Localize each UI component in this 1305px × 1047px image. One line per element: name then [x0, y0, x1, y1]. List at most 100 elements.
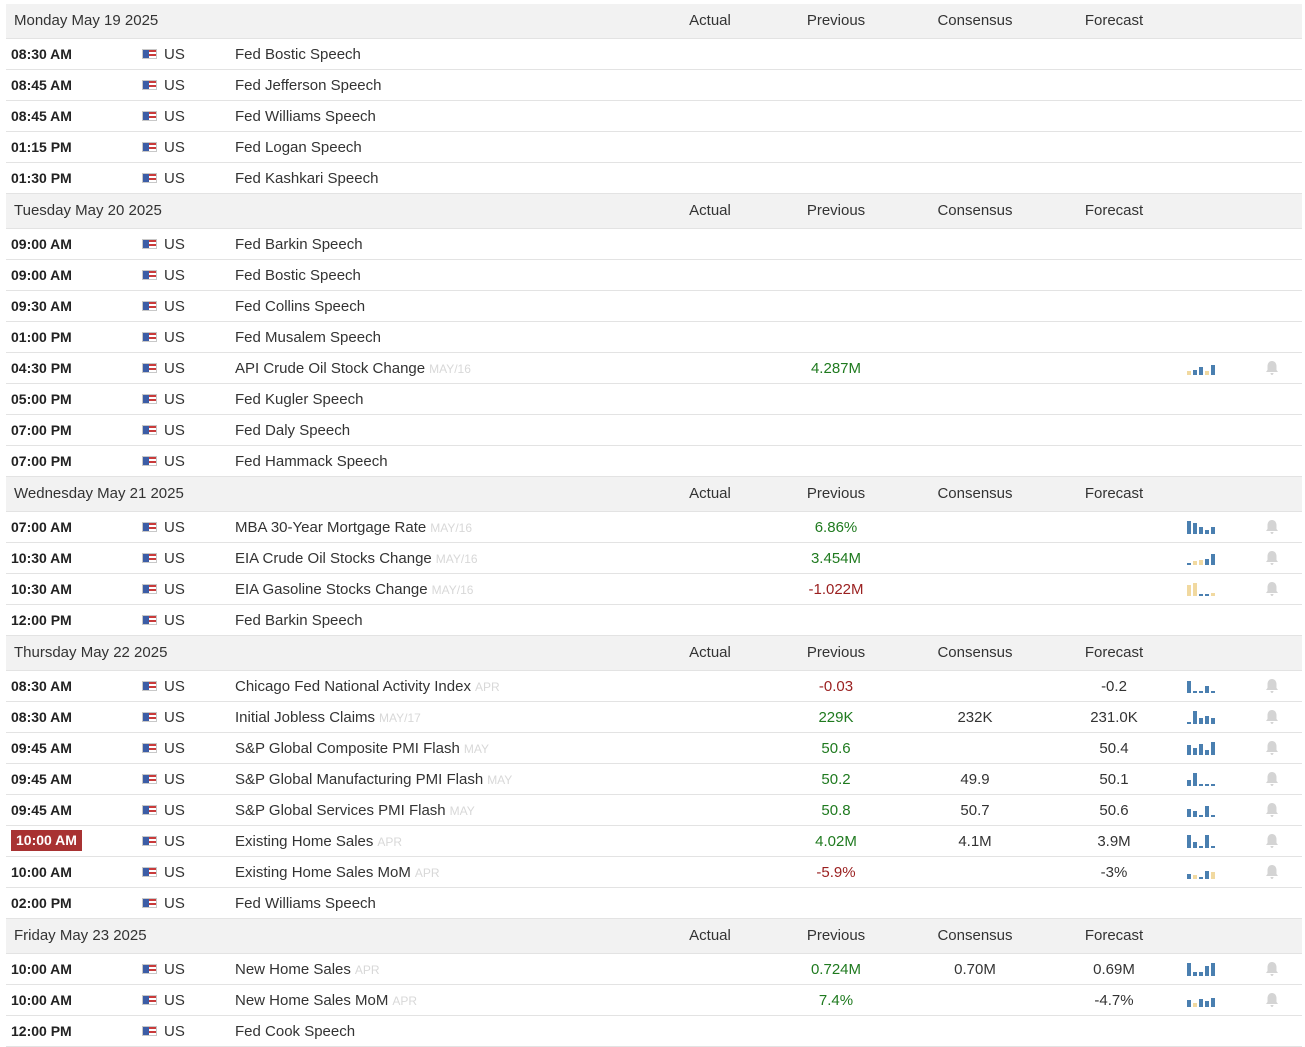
event-name[interactable]: Fed Barkin Speech: [235, 236, 363, 253]
bell-alert-icon[interactable]: [1264, 359, 1280, 377]
event-name-link[interactable]: Chicago Fed National Activity Index APR: [235, 678, 500, 695]
sparkline-chart[interactable]: [1186, 360, 1218, 376]
bell-alert-icon[interactable]: [1264, 770, 1280, 788]
event-row[interactable]: 12:00 PM US Fed Barkin Speech: [6, 605, 1302, 636]
event-row[interactable]: 05:00 PM US Fed Kugler Speech: [6, 384, 1302, 415]
event-name-link[interactable]: Fed Bostic Speech: [235, 46, 361, 63]
bell-alert-icon[interactable]: [1264, 991, 1280, 1009]
bell-alert-icon[interactable]: [1264, 677, 1280, 695]
event-name-link[interactable]: EIA Gasoline Stocks Change MAY/16: [235, 581, 473, 598]
event-row[interactable]: 10:00 AM US Existing Home Sales APR 4.02M 4.1…: [6, 826, 1302, 857]
event-row[interactable]: 09:00 AM US Fed Barkin Speech: [6, 229, 1302, 260]
event-row[interactable]: 10:30 AM US EIA Crude Oil Stocks Change MAY…: [6, 543, 1302, 574]
event-row[interactable]: 08:30 AM US Fed Bostic Speech: [6, 39, 1302, 70]
sparkline-chart[interactable]: [1186, 550, 1218, 566]
event-name-link[interactable]: Fed Kugler Speech: [235, 391, 363, 408]
event-row[interactable]: 10:00 AM US New Home Sales APR 0.724M 0.70M 0.…: [6, 954, 1302, 985]
bell-alert-icon[interactable]: [1264, 580, 1280, 598]
event-name-link[interactable]: New Home Sales MoM APR: [235, 992, 417, 1009]
sparkline-chart[interactable]: [1186, 771, 1218, 787]
event-name[interactable]: New Home Sales: [235, 961, 351, 978]
event-row[interactable]: 01:30 PM US Fed Kashkari Speech: [6, 163, 1302, 194]
sparkline-chart[interactable]: [1186, 961, 1218, 977]
event-row[interactable]: 09:00 AM US Fed Bostic Speech: [6, 260, 1302, 291]
event-name[interactable]: EIA Crude Oil Stocks Change: [235, 550, 432, 567]
sparkline-chart[interactable]: [1186, 992, 1218, 1008]
event-name[interactable]: Fed Bostic Speech: [235, 46, 361, 63]
event-row[interactable]: 02:00 PM US Fed Williams Speech: [6, 888, 1302, 919]
event-row[interactable]: 09:45 AM US S&P Global Manufacturing PMI F…: [6, 764, 1302, 795]
bell-alert-icon[interactable]: [1264, 863, 1280, 881]
bell-alert-icon[interactable]: [1264, 960, 1280, 978]
event-name[interactable]: Fed Bostic Speech: [235, 267, 361, 284]
event-name[interactable]: Fed Williams Speech: [235, 895, 376, 912]
event-name[interactable]: Fed Barkin Speech: [235, 612, 363, 629]
event-name-link[interactable]: Initial Jobless Claims MAY/17: [235, 709, 421, 726]
sparkline-chart[interactable]: [1186, 740, 1218, 756]
event-name[interactable]: EIA Gasoline Stocks Change: [235, 581, 428, 598]
bell-alert-icon[interactable]: [1264, 549, 1280, 567]
event-row[interactable]: 08:45 AM US Fed Jefferson Speech: [6, 70, 1302, 101]
event-name-link[interactable]: Fed Jefferson Speech: [235, 77, 381, 94]
event-name[interactable]: S&P Global Services PMI Flash: [235, 802, 446, 819]
bell-alert-icon[interactable]: [1264, 801, 1280, 819]
sparkline-chart[interactable]: [1186, 678, 1218, 694]
bell-alert-icon[interactable]: [1264, 832, 1280, 850]
event-row[interactable]: 09:45 AM US S&P Global Services PMI Flash M…: [6, 795, 1302, 826]
sparkline-chart[interactable]: [1186, 802, 1218, 818]
event-name-link[interactable]: Existing Home Sales APR: [235, 833, 402, 850]
event-row[interactable]: 07:00 PM US Fed Hammack Speech: [6, 446, 1302, 477]
event-row[interactable]: 10:00 AM US New Home Sales MoM APR 7.4% -4.7%: [6, 985, 1302, 1016]
event-name[interactable]: Fed Williams Speech: [235, 108, 376, 125]
event-name-link[interactable]: Fed Barkin Speech: [235, 236, 363, 253]
event-name-link[interactable]: Fed Musalem Speech: [235, 329, 381, 346]
event-name[interactable]: Chicago Fed National Activity Index: [235, 678, 471, 695]
event-name[interactable]: New Home Sales MoM: [235, 992, 389, 1009]
event-row[interactable]: 10:30 AM US EIA Gasoline Stocks Change MAY/…: [6, 574, 1302, 605]
event-name-link[interactable]: New Home Sales APR: [235, 961, 380, 978]
event-row[interactable]: 09:45 AM US S&P Global Composite PMI Flash…: [6, 733, 1302, 764]
event-name[interactable]: Existing Home Sales MoM: [235, 864, 411, 881]
event-row[interactable]: 10:00 AM US Existing Home Sales MoM APR -5.9…: [6, 857, 1302, 888]
event-row[interactable]: 12:00 PM US Fed Cook Speech: [6, 1016, 1302, 1047]
event-name-link[interactable]: Fed Daly Speech: [235, 422, 350, 439]
event-name-link[interactable]: Fed Collins Speech: [235, 298, 365, 315]
event-name-link[interactable]: S&P Global Services PMI Flash MAY: [235, 802, 475, 819]
event-name-link[interactable]: MBA 30-Year Mortgage Rate MAY/16: [235, 519, 472, 536]
event-name-link[interactable]: Fed Williams Speech: [235, 108, 376, 125]
event-row[interactable]: 08:45 AM US Fed Williams Speech: [6, 101, 1302, 132]
event-name-link[interactable]: API Crude Oil Stock Change MAY/16: [235, 360, 471, 377]
event-name-link[interactable]: Fed Bostic Speech: [235, 267, 361, 284]
event-name-link[interactable]: Fed Barkin Speech: [235, 612, 363, 629]
bell-alert-icon[interactable]: [1264, 739, 1280, 757]
sparkline-chart[interactable]: [1186, 709, 1218, 725]
event-name[interactable]: Fed Kashkari Speech: [235, 170, 379, 187]
event-name[interactable]: Fed Hammack Speech: [235, 453, 388, 470]
event-row[interactable]: 08:30 AM US Initial Jobless Claims MAY/17 22…: [6, 702, 1302, 733]
event-row[interactable]: 01:00 PM US Fed Musalem Speech: [6, 322, 1302, 353]
event-name[interactable]: Fed Logan Speech: [235, 139, 362, 156]
event-name[interactable]: Fed Kugler Speech: [235, 391, 364, 408]
event-row[interactable]: 07:00 PM US Fed Daly Speech: [6, 415, 1302, 446]
event-name[interactable]: Fed Musalem Speech: [235, 329, 381, 346]
bell-alert-icon[interactable]: [1264, 708, 1280, 726]
event-name-link[interactable]: Fed Hammack Speech: [235, 453, 388, 470]
event-name-link[interactable]: Fed Williams Speech: [235, 895, 376, 912]
event-row[interactable]: 09:30 AM US Fed Collins Speech: [6, 291, 1302, 322]
sparkline-chart[interactable]: [1186, 581, 1218, 597]
event-row[interactable]: 01:15 PM US Fed Logan Speech: [6, 132, 1302, 163]
event-name[interactable]: API Crude Oil Stock Change: [235, 360, 426, 377]
event-name[interactable]: S&P Global Manufacturing PMI Flash: [235, 771, 484, 788]
event-name-link[interactable]: S&P Global Manufacturing PMI Flash MAY: [235, 771, 512, 788]
event-name-link[interactable]: Fed Kashkari Speech: [235, 170, 378, 187]
event-row[interactable]: 08:30 AM US Chicago Fed National Activity …: [6, 671, 1302, 702]
event-name[interactable]: Fed Collins Speech: [235, 298, 366, 315]
event-name[interactable]: Fed Daly Speech: [235, 422, 351, 439]
event-name[interactable]: Fed Jefferson Speech: [235, 77, 382, 94]
event-name-link[interactable]: Fed Logan Speech: [235, 139, 362, 156]
sparkline-chart[interactable]: [1186, 833, 1218, 849]
event-row[interactable]: 04:30 PM US API Crude Oil Stock Change MAY/…: [6, 353, 1302, 384]
event-name-link[interactable]: Fed Cook Speech: [235, 1023, 355, 1040]
event-name-link[interactable]: S&P Global Composite PMI Flash MAY: [235, 740, 489, 757]
event-name-link[interactable]: Existing Home Sales MoM APR: [235, 864, 440, 881]
